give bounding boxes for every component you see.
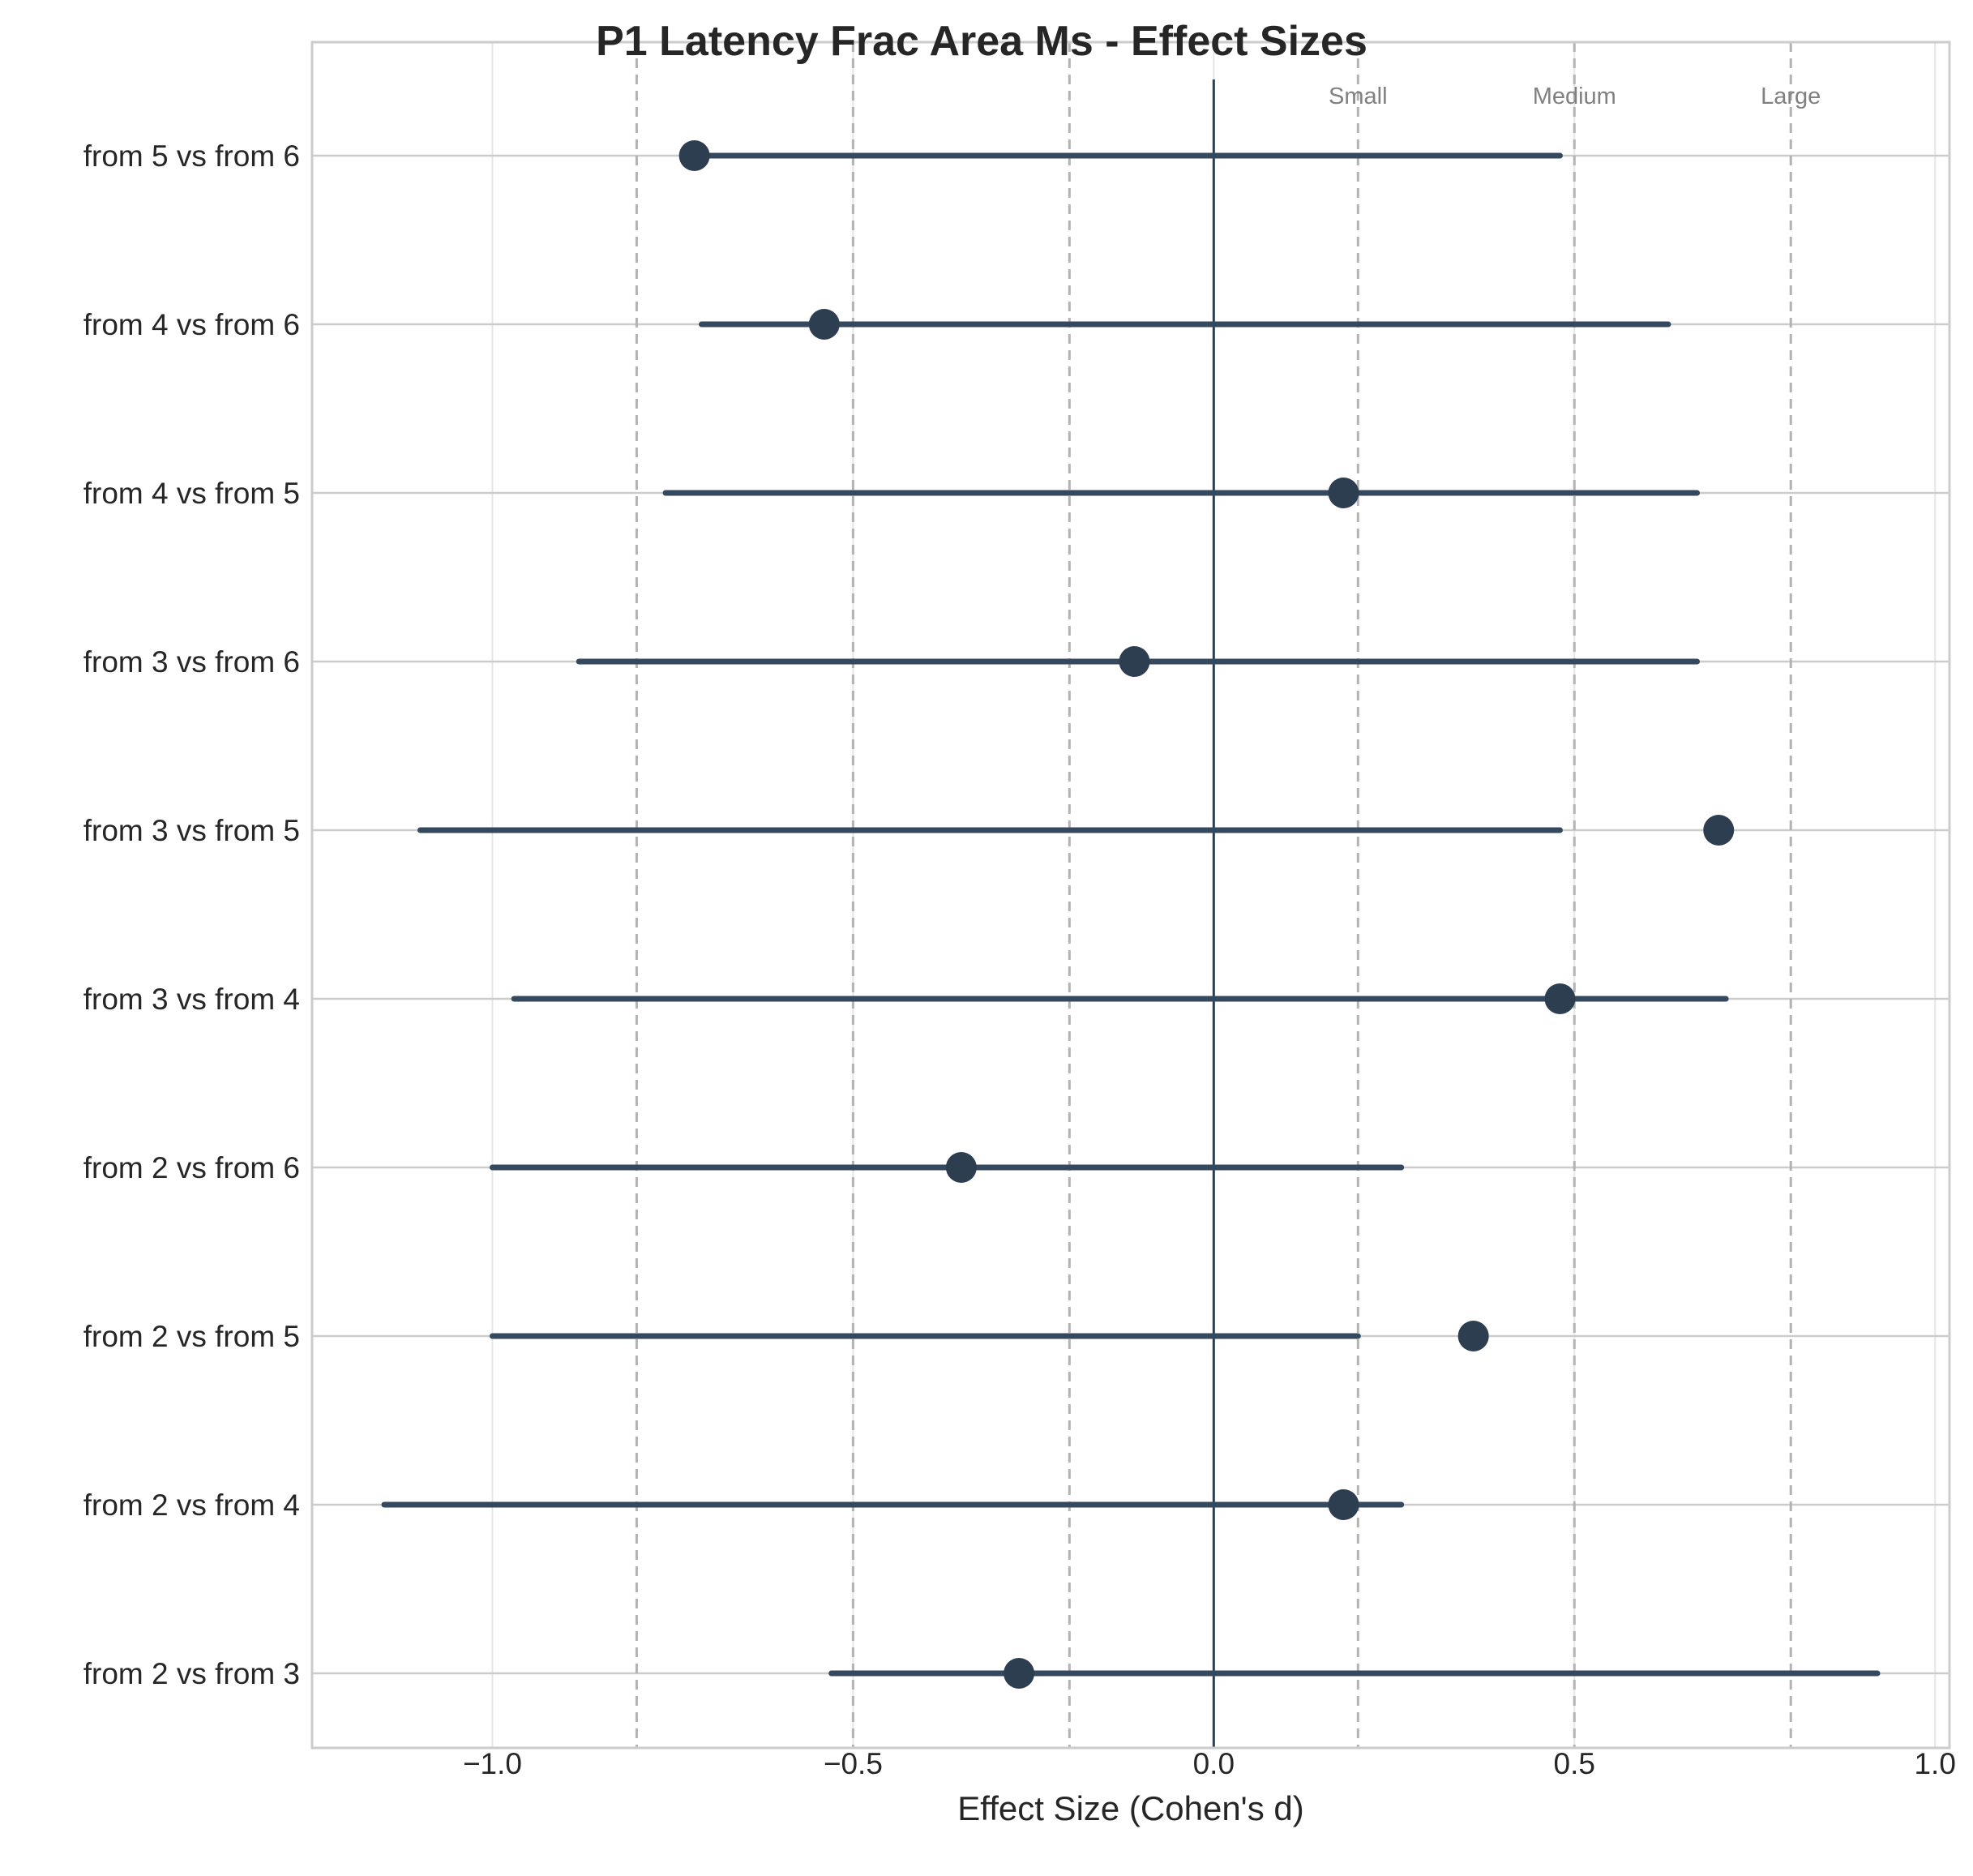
threshold-label: Small (1329, 84, 1388, 109)
threshold-label: Medium (1533, 84, 1616, 109)
effect-size-marker (945, 1152, 977, 1183)
y-tick-label: from 4 vs from 6 (83, 308, 300, 341)
effect-size-marker (1004, 1658, 1035, 1689)
y-tick-label: from 2 vs from 3 (83, 1657, 300, 1690)
x-tick-labels: −1.0 −0.5 0.0 0.5 1.0 (463, 1747, 1956, 1780)
chart-title: P1 Latency Frac Area Ms - Effect Sizes (596, 18, 1367, 65)
y-tick-label: from 2 vs from 4 (83, 1488, 300, 1522)
threshold-labels: Small Medium Large (1329, 84, 1821, 109)
effect-size-marker (1328, 1489, 1359, 1520)
x-tick-label: 0.0 (1193, 1747, 1235, 1780)
y-tick-labels: from 2 vs from 3 from 2 vs from 4 from 2 v… (83, 139, 300, 1690)
y-tick-label: from 3 vs from 5 (83, 814, 300, 847)
y-tick-label: from 2 vs from 5 (83, 1320, 300, 1353)
effect-size-marker (1119, 646, 1150, 677)
effect-size-marker (678, 140, 710, 171)
y-tick-label: from 3 vs from 4 (83, 983, 300, 1016)
effect-size-marker (1544, 983, 1576, 1014)
plot-frame (310, 41, 1951, 1750)
x-tick-label: −1.0 (463, 1747, 522, 1780)
y-tick-label: from 2 vs from 6 (83, 1151, 300, 1184)
y-tick-label: from 5 vs from 6 (83, 139, 300, 173)
x-tick-label: 1.0 (1914, 1747, 1955, 1780)
threshold-label: Large (1761, 84, 1821, 109)
y-tick-label: from 4 vs from 5 (83, 477, 300, 510)
x-tick-label: 0.5 (1554, 1747, 1595, 1780)
data-layer (381, 140, 1881, 1689)
effect-size-marker (808, 309, 840, 340)
effect-size-marker (1703, 815, 1735, 846)
x-tick-label: −0.5 (824, 1747, 883, 1780)
effect-size-marker (1328, 478, 1359, 508)
y-tick-label: from 3 vs from 6 (83, 645, 300, 679)
x-axis-label: Effect Size (Cohen's d) (957, 1789, 1303, 1827)
effect-size-marker (1457, 1321, 1489, 1351)
